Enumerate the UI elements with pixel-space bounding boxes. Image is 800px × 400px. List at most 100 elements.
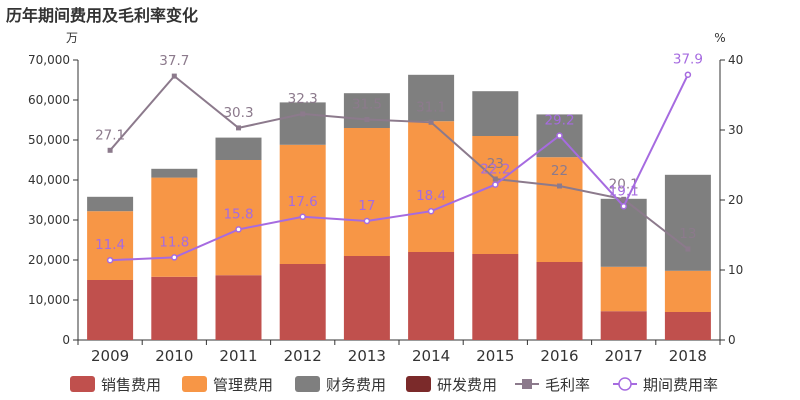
bar-segment [472, 254, 519, 340]
line-point [299, 213, 306, 221]
legend-marker [522, 379, 532, 389]
bar-segment [408, 252, 455, 340]
legend-swatch [182, 376, 207, 392]
bar-segment [664, 270, 711, 312]
bar-segment [87, 211, 134, 280]
right-tick-label: 40 [728, 53, 743, 67]
bar-segment [600, 266, 647, 312]
data-label: 17.6 [288, 194, 318, 210]
line-point [492, 181, 499, 188]
bar-segment [215, 137, 262, 160]
legend-label: 财务费用 [326, 376, 386, 394]
legend-label: 销售费用 [101, 376, 161, 394]
x-tick-label: 2011 [219, 347, 257, 365]
data-label: 29.2 [544, 113, 574, 129]
bar-segment [664, 312, 711, 340]
bar-segment [343, 128, 390, 256]
legend-swatch [295, 376, 320, 392]
line-point [236, 125, 241, 131]
left-tick-label: 50,000 [28, 133, 70, 147]
data-label: 11.4 [95, 237, 125, 253]
line-point [684, 71, 692, 78]
bar-segment [151, 177, 198, 277]
line-point [428, 119, 434, 125]
left-tick-label: 70,000 [28, 53, 70, 67]
data-label: 20.1 [609, 176, 639, 192]
bar-segment [536, 157, 583, 262]
legend-label: 毛利率 [545, 376, 590, 394]
line-point [107, 147, 113, 153]
bar-segment [600, 311, 647, 340]
data-label: 31.5 [352, 97, 382, 113]
line-point [106, 256, 114, 264]
line-series [109, 74, 689, 250]
line-point [556, 132, 563, 139]
left-axis-unit: 万 [66, 31, 78, 45]
bar-segment [408, 121, 455, 252]
legend-label: 研发费用 [437, 376, 497, 394]
right-tick-label: 0 [728, 333, 736, 347]
data-label: 27.1 [95, 127, 125, 143]
bar-segment [87, 280, 134, 340]
data-label: 32.3 [288, 91, 318, 107]
bar-segment [279, 144, 326, 264]
data-label: 19.1 [609, 183, 639, 199]
bar-segment [215, 160, 262, 276]
line-point [171, 254, 178, 261]
bar-segment [151, 276, 198, 340]
x-tick-label: 2017 [605, 347, 643, 365]
bar-segment [408, 74, 455, 122]
line-point [621, 196, 627, 202]
left-tick-label: 30,000 [28, 213, 70, 227]
bar-segment [87, 196, 134, 212]
line-point [171, 73, 177, 79]
data-label: 18.4 [416, 188, 446, 204]
bar-segment [343, 256, 390, 340]
line-point [364, 117, 370, 122]
data-label: 17 [358, 198, 375, 214]
data-label: 13 [679, 226, 696, 242]
bar-segment [664, 174, 711, 271]
data-label: 31.1 [416, 99, 446, 115]
line-point [300, 111, 306, 117]
line-point [363, 217, 371, 225]
bar-segment [472, 136, 519, 254]
bar-segment [215, 275, 262, 340]
data-label: 22.2 [480, 162, 510, 178]
line-point [427, 207, 435, 215]
data-label: 30.3 [223, 105, 253, 121]
x-tick-label: 2010 [155, 347, 193, 365]
left-tick-label: 0 [62, 333, 70, 347]
left-tick-label: 10,000 [28, 293, 70, 307]
x-tick-label: 2014 [412, 347, 450, 365]
data-label: 15.8 [223, 206, 253, 222]
right-axis-unit: % [714, 31, 725, 45]
legend-swatch [70, 376, 95, 392]
data-label: 22 [551, 163, 568, 179]
bar-segment [472, 91, 519, 136]
line-point [235, 226, 242, 233]
line-series [110, 74, 689, 262]
x-tick-label: 2013 [348, 347, 386, 365]
left-tick-label: 40,000 [28, 173, 70, 187]
right-tick-label: 10 [728, 263, 743, 277]
left-tick-label: 20,000 [28, 253, 70, 267]
bar-segment [151, 168, 198, 178]
x-tick-label: 2016 [540, 347, 578, 365]
data-label: 37.9 [673, 52, 703, 68]
bar-segment [536, 262, 583, 340]
left-tick-label: 60,000 [28, 93, 70, 107]
bar-segment [279, 264, 326, 340]
x-tick-label: 2015 [476, 347, 514, 365]
x-tick-label: 2012 [284, 347, 322, 365]
x-tick-label: 2018 [669, 347, 707, 365]
legend-label: 期间费用率 [643, 376, 718, 394]
legend-swatch [406, 376, 431, 392]
data-label: 23 [487, 156, 504, 172]
chart-title: 历年期间费用及毛利率变化 [6, 6, 199, 25]
bar-segment [279, 102, 326, 145]
line-point [557, 183, 562, 189]
data-label: 37.7 [159, 53, 189, 69]
bar-segment [343, 93, 390, 128]
